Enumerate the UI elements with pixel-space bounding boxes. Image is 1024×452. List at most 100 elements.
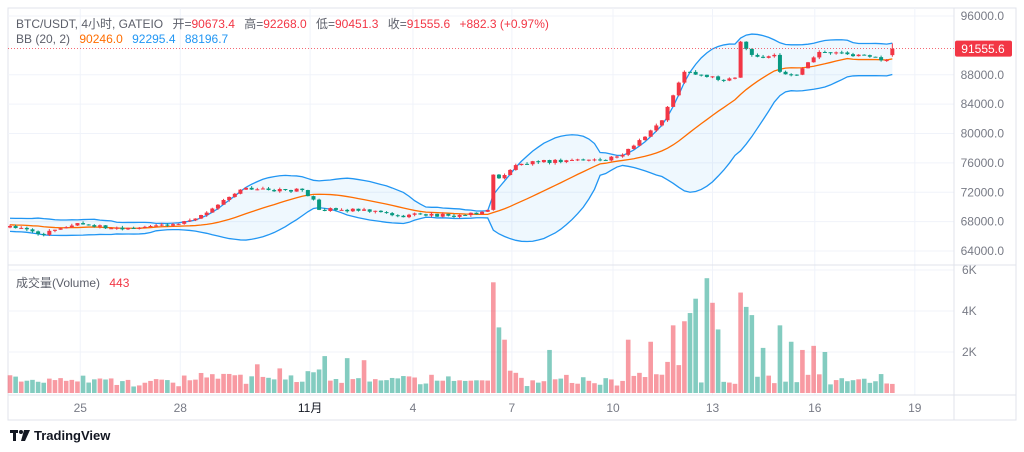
candle: [879, 57, 884, 61]
volume-bar: [238, 374, 243, 393]
volume-bar: [148, 380, 153, 393]
volume-bar: [294, 382, 299, 393]
candle: [69, 225, 74, 228]
candle: [260, 188, 265, 190]
volume-bar: [760, 347, 766, 393]
price-tick-label: 80000.0: [961, 127, 1005, 141]
volume-bar: [609, 379, 614, 393]
volume-bar: [693, 298, 698, 393]
symbol-label[interactable]: BTC/USDT, 4小时, GATEIO: [16, 17, 164, 31]
volume-bar: [513, 372, 519, 393]
candle: [47, 230, 52, 235]
volume-bar: [631, 375, 637, 393]
candle: [609, 156, 614, 161]
candle: [36, 231, 41, 234]
candle: [727, 78, 732, 81]
candle: [721, 79, 726, 81]
candle: [418, 213, 423, 215]
high-value: 92268.0: [263, 17, 307, 31]
volume-bar: [558, 378, 564, 393]
volume-bar: [75, 381, 80, 393]
volume-bar: [552, 379, 558, 393]
time-tick-label: 16: [808, 401, 822, 415]
volume-bar: [7, 375, 13, 393]
volume-bars: [7, 278, 895, 393]
candle: [294, 188, 299, 192]
volume-bar: [30, 379, 35, 393]
volume-bar: [63, 380, 69, 393]
volume-bar: [457, 380, 462, 393]
volume-bar: [170, 382, 176, 393]
candle: [356, 208, 361, 211]
volume-legend[interactable]: 成交量(Volume) 443: [16, 274, 135, 291]
candle: [311, 196, 316, 200]
volume-bar: [92, 379, 97, 393]
candle: [766, 56, 771, 58]
volume-bar: [232, 375, 238, 393]
volume-bar: [772, 383, 777, 393]
bb-lower-value: 88196.7: [184, 32, 229, 46]
candle: [244, 187, 249, 190]
last-price-label: 91555.6: [961, 42, 1005, 56]
candle: [474, 212, 479, 215]
axes[interactable]: 96000.0 88000.0 84000.0 80000.0 76000.0 72000…: [8, 9, 1012, 415]
candle: [755, 54, 760, 57]
candle: [277, 189, 282, 192]
volume-bar: [142, 382, 148, 393]
candle: [491, 174, 496, 210]
volume-bar: [603, 378, 609, 393]
volume-bar: [462, 380, 468, 393]
volume-bar: [401, 376, 406, 393]
candle: [468, 212, 473, 216]
volume-bar: [361, 360, 367, 393]
tradingview-logo[interactable]: TradingView: [10, 428, 110, 443]
volume-bar: [811, 345, 816, 393]
candle: [13, 226, 18, 229]
candle: [300, 188, 305, 191]
volume-bar: [373, 379, 378, 393]
candle: [148, 226, 153, 228]
candle: [671, 95, 676, 107]
bb-upper-line: [9, 33, 893, 225]
brand-name: TradingView: [34, 428, 111, 443]
open-value: 90673.4: [191, 17, 235, 31]
volume-bar: [339, 382, 344, 393]
volume-bar: [440, 380, 446, 393]
time-tick-label: 25: [74, 401, 88, 415]
volume-bar: [519, 377, 524, 393]
volume-bar: [305, 371, 311, 393]
candle: [199, 215, 204, 219]
time-tick-label: 13: [706, 401, 720, 415]
bb-basis-value: 90246.0: [79, 32, 123, 46]
time-tick-label: 11月: [298, 401, 322, 415]
candle: [339, 209, 344, 211]
bb-legend[interactable]: BB (20, 2) 90246.0 92295.4 88196.7: [16, 32, 234, 46]
volume-bar: [193, 379, 198, 393]
volume-bar: [873, 381, 878, 393]
volume-bar: [260, 376, 266, 393]
volume-bar: [226, 373, 232, 393]
volume-bar: [271, 379, 277, 393]
volume-bar: [502, 339, 507, 393]
volume-bar: [547, 349, 552, 393]
candle: [665, 106, 670, 121]
volume-bar: [47, 378, 52, 393]
candle: [530, 161, 535, 165]
volume-bar: [58, 378, 63, 393]
volume-bar: [423, 383, 429, 393]
candle: [626, 148, 631, 155]
candle: [811, 57, 816, 63]
volume-bar: [755, 376, 760, 393]
candle: [81, 223, 86, 225]
candle: [851, 54, 855, 57]
candle: [8, 226, 12, 228]
candle: [154, 225, 159, 227]
volume-bar: [670, 325, 676, 393]
time-tick-label: 10: [606, 401, 620, 415]
volume-bar: [243, 383, 249, 393]
volume-label[interactable]: 成交量(Volume): [16, 276, 101, 290]
candle: [221, 199, 226, 205]
bb-label[interactable]: BB (20, 2): [16, 32, 71, 46]
volume-bar: [125, 379, 131, 393]
